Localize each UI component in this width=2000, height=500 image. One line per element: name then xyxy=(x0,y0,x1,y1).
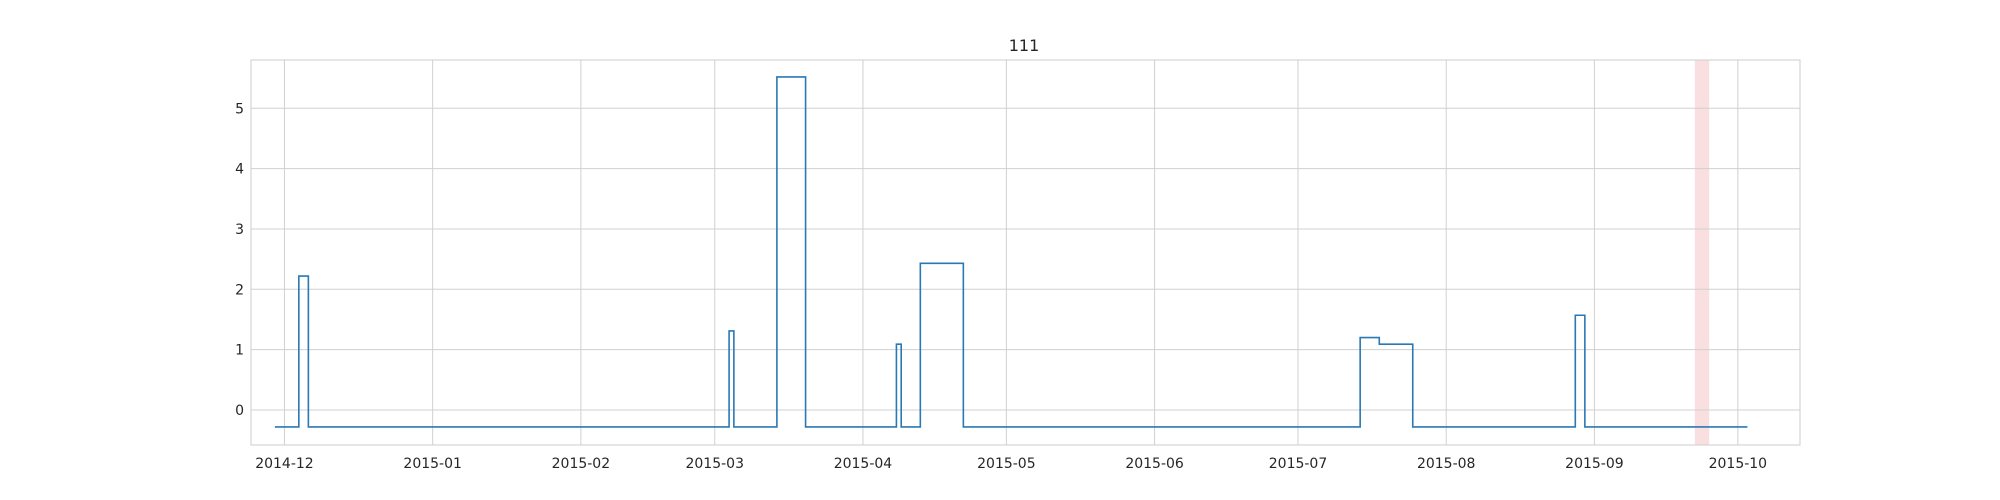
plot-frame xyxy=(250,59,1801,446)
y-tick-label: 2 xyxy=(235,282,244,298)
series-layer xyxy=(274,76,1748,428)
x-axis-ticks: 2014-12 2015-01 2015-02 2015-03 2015-04 2015-… xyxy=(255,456,1767,472)
y-axis-ticks: 0 1 2 3 4 5 xyxy=(235,101,244,419)
y-tick-label: 5 xyxy=(235,101,244,117)
y-tick-label: 3 xyxy=(235,222,244,238)
highlight-band xyxy=(1694,60,1710,445)
highlight-band-layer xyxy=(1694,60,1710,445)
grid-layer xyxy=(251,60,1800,445)
chart-title: 111 xyxy=(1009,36,1040,55)
x-tick-label: 2015-04 xyxy=(834,456,893,472)
x-tick-label: 2015-08 xyxy=(1417,456,1476,472)
x-tick-label: 2015-02 xyxy=(552,456,611,472)
x-tick-label: 2014-12 xyxy=(255,456,314,472)
x-tick-label: 2015-05 xyxy=(977,456,1036,472)
series-line xyxy=(274,76,1748,428)
x-tick-label: 2015-01 xyxy=(403,456,462,472)
x-tick-label: 2015-06 xyxy=(1125,456,1184,472)
x-tick-label: 2015-07 xyxy=(1269,456,1328,472)
x-tick-label: 2015-10 xyxy=(1709,456,1768,472)
y-tick-label: 1 xyxy=(235,343,244,359)
x-tick-label: 2015-03 xyxy=(685,456,744,472)
x-tick-label: 2015-09 xyxy=(1565,456,1624,472)
y-tick-label: 0 xyxy=(235,403,244,419)
y-tick-label: 4 xyxy=(235,162,244,178)
plot-area xyxy=(251,60,1800,445)
